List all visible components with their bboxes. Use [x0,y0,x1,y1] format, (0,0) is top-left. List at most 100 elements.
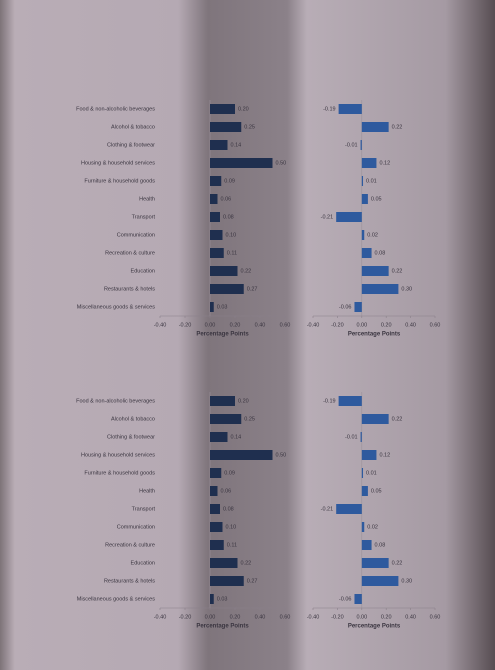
bar [210,522,223,532]
bar [210,122,242,132]
category-label: Restaurants & hotels [104,578,155,584]
category-label: Alcohol & tobacco [111,416,155,422]
category-label: Food & non-alcoholic beverages [76,106,155,112]
x-tick-label: 0.40 [255,322,266,328]
value-label: 0.12 [379,452,390,458]
bar [361,450,377,460]
bar [210,576,244,586]
value-label: 0.02 [367,524,378,530]
category-label: Communication [117,524,155,530]
value-label: 0.05 [371,488,382,494]
value-label: 0.08 [375,250,386,256]
bar [336,504,362,514]
x-tick-label: -0.40 [154,614,167,620]
bar [210,104,235,114]
category-label: Communication [117,232,155,238]
x-tick-label: 0.00 [205,614,216,620]
bar [361,248,372,258]
value-label: 0.22 [392,124,403,130]
category-label: Food & non-alcoholic beverages [76,398,155,404]
value-label: 0.01 [366,470,377,476]
value-label: 0.25 [244,124,255,130]
bar [361,230,365,240]
x-tick-label: 0.20 [230,322,241,328]
value-label: 0.08 [223,506,234,512]
x-tick-label: -0.40 [154,322,167,328]
value-label: 0.08 [223,214,234,220]
category-label: Clothing & footwear [107,142,155,148]
x-tick-label: -0.20 [179,614,192,620]
category-label: Miscellaneous goods & services [77,596,156,602]
category-label: Recreation & culture [105,542,155,548]
bar [210,468,222,478]
value-label: -0.06 [339,304,352,310]
bar [210,450,273,460]
x-axis-title: Percentage Points [348,624,401,630]
bar [361,486,368,496]
value-label: 0.27 [247,578,258,584]
value-label: 0.30 [401,578,412,584]
x-tick-label: 0.60 [430,614,441,620]
x-tick-label: 0.60 [430,322,441,328]
value-label: 0.11 [227,250,237,256]
value-label: 0.22 [241,268,252,274]
bar [210,230,223,240]
category-label: Housing & household services [81,160,155,166]
value-label: 0.12 [379,160,390,166]
value-label: 0.20 [238,106,249,112]
bar [210,396,235,406]
category-label: Health [139,196,155,202]
bar [210,158,273,168]
bar [210,558,238,568]
value-label: 0.22 [392,416,403,422]
category-label: Restaurants & hotels [104,286,155,292]
bar [361,194,368,204]
bar [361,558,389,568]
x-tick-label: 0.00 [205,322,216,328]
x-tick-label: 0.00 [356,614,367,620]
bar [361,176,364,186]
value-label: 0.10 [226,524,237,530]
bar [210,504,220,514]
category-label: Housing & household services [81,452,155,458]
category-label: Furniture & household goods [84,178,155,184]
bar [210,194,218,204]
bar [210,594,214,604]
bar [210,540,224,550]
category-label: Education [131,560,155,566]
bar [361,284,399,294]
x-tick-label: 0.40 [405,322,416,328]
value-label: 0.50 [276,160,287,166]
x-axis-title: Percentage Points [348,332,401,338]
bar [361,576,399,586]
value-label: -0.06 [339,596,352,602]
bar [210,212,220,222]
value-label: 0.14 [231,434,242,440]
value-label: 0.05 [371,196,382,202]
x-tick-label: -0.40 [307,322,320,328]
value-label: 0.10 [226,232,237,238]
bar [360,432,362,442]
value-label: 0.22 [392,268,403,274]
x-tick-label: 0.20 [381,614,392,620]
x-axis-title: Percentage Points [196,332,249,338]
value-label: -0.19 [323,398,336,404]
value-label: 0.06 [221,196,232,202]
bar [361,540,372,550]
bar [336,212,362,222]
bar [210,432,228,442]
x-tick-label: 0.20 [381,322,392,328]
value-label: 0.50 [276,452,287,458]
bar [361,266,389,276]
bar [361,522,365,532]
bar [210,176,222,186]
x-tick-label: 0.60 [280,322,291,328]
value-label: 0.03 [217,304,228,310]
bar [338,396,362,406]
x-tick-label: -0.20 [331,614,344,620]
bar [360,140,362,150]
category-label: Transport [132,214,156,220]
bar [210,140,228,150]
